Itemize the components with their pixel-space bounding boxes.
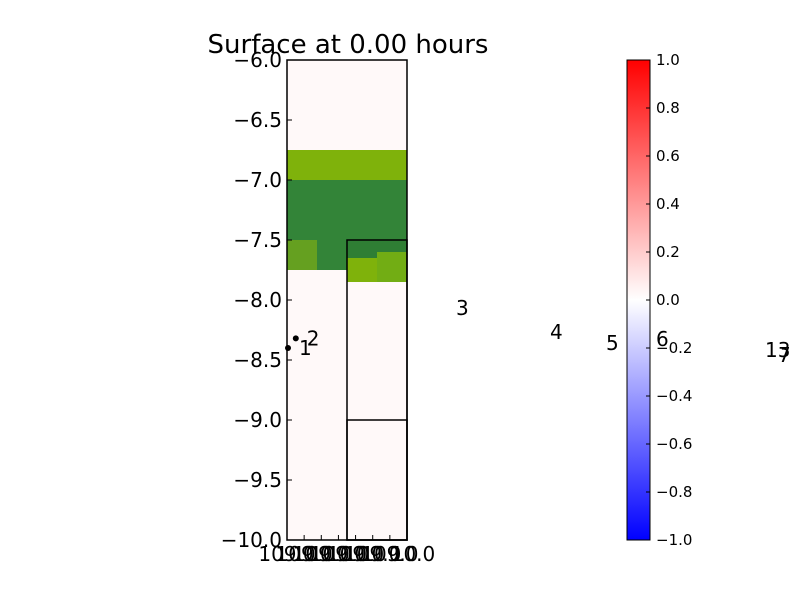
colorbar-tick-label: 0.0 bbox=[656, 291, 680, 309]
colorbar-ticks: 1.0 0.8 0.6 0.4 0.2 0.0 −0.2 −0.4 −0.6 −0.8 −1.0 bbox=[646, 51, 692, 549]
colorbar-tick-label: 1.0 bbox=[656, 51, 680, 69]
y-tick-label: −7.5 bbox=[233, 228, 282, 252]
colorbar-tick-label: 0.2 bbox=[656, 243, 680, 261]
x-tick-label: 10.0 bbox=[391, 542, 436, 566]
x-tick-label: 109.0 bbox=[310, 542, 367, 566]
station-label: 7 bbox=[778, 343, 791, 367]
chart-title: Surface at 0.00 hours bbox=[208, 30, 489, 60]
x-tick-label: 109.0 bbox=[327, 542, 384, 566]
y-tick-label: −8.5 bbox=[233, 348, 282, 372]
colorbar-tick-label: 0.4 bbox=[656, 195, 680, 213]
y-tick-label: −6.0 bbox=[233, 48, 282, 72]
y-tick-label: −7.0 bbox=[233, 168, 282, 192]
station-label: 6 bbox=[656, 327, 669, 351]
y-tick-label: −8.0 bbox=[233, 288, 282, 312]
heatmap-cell bbox=[347, 258, 377, 282]
station-point bbox=[285, 345, 291, 351]
heatmap-cell bbox=[317, 240, 347, 270]
heatmap-cell bbox=[287, 240, 317, 270]
y-tick-label: −10.0 bbox=[221, 528, 282, 552]
colorbar-tick-label: −1.0 bbox=[656, 531, 692, 549]
station-point bbox=[292, 335, 299, 342]
x-tick-label: 109.0 bbox=[344, 542, 401, 566]
colorbar-tick-label: −0.8 bbox=[656, 483, 692, 501]
colorbar-tick-label: 0.6 bbox=[656, 147, 680, 165]
colorbar-tick-label: −0.2 bbox=[656, 339, 692, 357]
colorbar-tick-label: −0.4 bbox=[656, 387, 692, 405]
station-label: 1 bbox=[299, 336, 312, 360]
heatmap-cell bbox=[377, 252, 407, 282]
x-tick-label: 109.0 bbox=[293, 542, 350, 566]
x-tick-label: 109.0 bbox=[361, 542, 418, 566]
plot-area: 12 bbox=[285, 59, 408, 541]
station-label: 4 bbox=[550, 320, 563, 344]
heatmap-cell bbox=[287, 180, 407, 240]
x-tick-label: 109.0 bbox=[276, 542, 333, 566]
y-tick-label: −9.5 bbox=[233, 468, 282, 492]
station-label: 3 bbox=[456, 296, 469, 320]
colorbar-tick-label: −0.6 bbox=[656, 435, 692, 453]
station-labels: 3 4 5 6 137 bbox=[456, 296, 791, 367]
heatmap-cell bbox=[287, 150, 407, 180]
x-tick-label: 109.0 bbox=[258, 542, 315, 566]
station-label: 2 bbox=[307, 326, 320, 350]
station-label: 5 bbox=[606, 331, 619, 355]
station-label: 13 bbox=[765, 338, 790, 362]
y-tick-label: −6.5 bbox=[233, 108, 282, 132]
y-axis: −10.0 −9.5 −9.0 −8.5 −8.0 −7.5 −7.0 −6.5 −6.0 bbox=[221, 48, 292, 552]
y-tick-label: −9.0 bbox=[233, 408, 282, 432]
colorbar-tick-label: 0.8 bbox=[656, 99, 680, 117]
